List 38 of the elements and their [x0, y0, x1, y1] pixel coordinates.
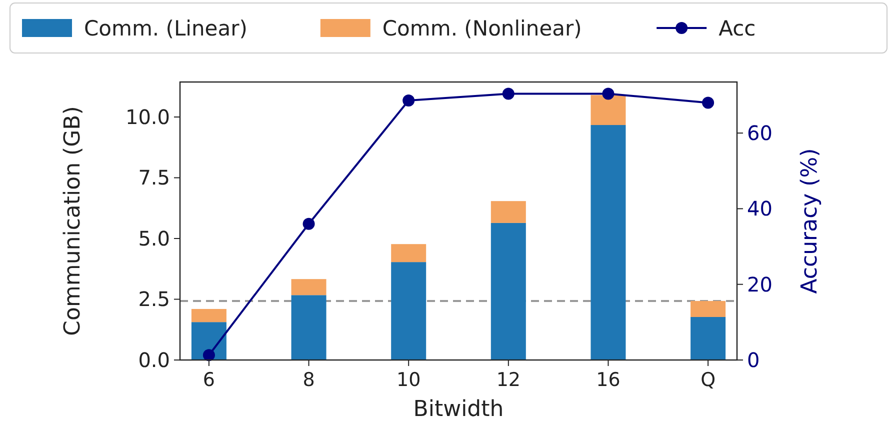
legend-label: Comm. (Nonlinear): [382, 16, 582, 40]
x-tick-label: 12: [496, 369, 521, 391]
y2-tick-label: 40: [747, 196, 772, 221]
bar: [690, 300, 726, 317]
bar: [391, 262, 426, 360]
y-tick-label: 7.5: [138, 166, 170, 190]
point: [402, 94, 415, 107]
x-axis-title: Bitwidth: [413, 397, 504, 422]
x-tick-label: 8: [302, 369, 315, 391]
y-tick-label: 0.0: [138, 348, 170, 372]
y2-tick-label: 60: [747, 121, 772, 146]
y2-axis-title: Accuracy (%): [798, 148, 823, 294]
y-tick-label: 5.0: [138, 226, 170, 250]
x-tick-label: Q: [700, 369, 716, 391]
legend-label: Acc: [718, 16, 756, 40]
y2-tick-label: 20: [747, 272, 772, 296]
bar: [690, 316, 726, 360]
y-tick-label: 2.5: [138, 287, 170, 312]
point: [202, 349, 215, 362]
bar: [490, 222, 526, 360]
bar: [291, 279, 326, 296]
point: [302, 218, 315, 230]
point: [502, 88, 514, 100]
y2-tick-label: 0: [747, 348, 760, 372]
bar: [191, 308, 226, 322]
x-tick-label: 16: [596, 369, 620, 391]
bar: [590, 95, 626, 126]
bar: [590, 125, 626, 360]
point: [702, 96, 714, 109]
bar: [291, 295, 326, 360]
y-axis-title: Communication (GB): [60, 106, 86, 336]
bar: [490, 201, 526, 223]
x-tick-label: 6: [202, 369, 215, 391]
y-tick-label: 10.0: [125, 104, 170, 129]
bar: [391, 244, 426, 262]
point: [602, 88, 614, 100]
x-tick-label: 10: [396, 369, 421, 391]
legend-label: Comm. (Linear): [84, 16, 248, 40]
